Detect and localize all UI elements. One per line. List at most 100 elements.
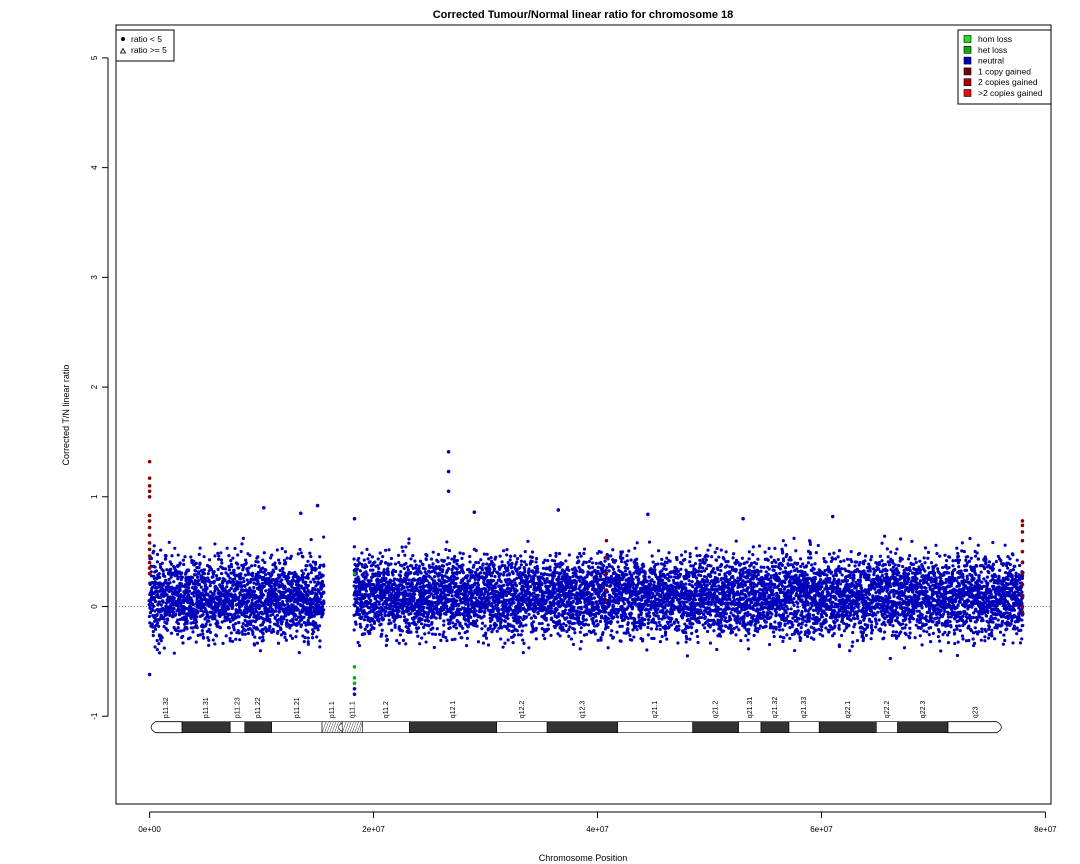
data-point-neutral <box>431 626 435 630</box>
data-point-neutral <box>160 607 164 611</box>
data-point-neutral <box>466 625 470 629</box>
data-point-neutral <box>590 565 595 569</box>
data-point-neutral <box>311 591 315 595</box>
data-point-neutral <box>363 632 367 636</box>
data-point-neutral <box>429 557 434 561</box>
data-point-neutral <box>567 553 571 557</box>
data-point-neutral <box>524 563 529 567</box>
data-point-neutral <box>220 620 224 624</box>
data-point-neutral <box>225 585 229 589</box>
data-point-neutral <box>253 635 257 639</box>
data-point-neutral <box>280 547 284 551</box>
data-point-neutral <box>523 550 527 554</box>
data-point-neutral <box>209 567 214 572</box>
data-point-neutral <box>403 553 407 557</box>
data-point-neutral <box>578 647 582 651</box>
data-point-neutral <box>432 612 436 616</box>
data-point-neutral <box>283 635 287 640</box>
data-point-neutral <box>150 622 154 626</box>
data-point-neutral <box>294 613 298 618</box>
data-point-neutral <box>258 636 262 640</box>
data-point-neutral <box>357 612 362 616</box>
data-point-neutral <box>484 636 489 640</box>
data-point-neutral <box>168 567 172 572</box>
data-point-neutral <box>393 623 397 627</box>
data-point-neutral <box>521 638 525 642</box>
data-point-neutral <box>205 610 209 615</box>
data-point-neutral <box>572 627 576 631</box>
data-point-neutral <box>197 552 201 556</box>
data-point-neutral <box>480 627 484 631</box>
data-point-neutral <box>251 630 255 634</box>
data-point-neutral <box>157 600 162 604</box>
data-point-neutral <box>586 623 591 627</box>
data-point-neutral <box>318 597 322 601</box>
data-point-neutral <box>444 604 449 608</box>
data-point-neutral <box>147 614 152 619</box>
data-point-neutral <box>296 552 300 556</box>
data-point-neutral <box>157 624 161 628</box>
data-point-neutral <box>574 583 578 587</box>
data-point-neutral <box>457 631 462 635</box>
data-point-neutral <box>188 582 192 586</box>
data-point-neutral <box>365 573 369 577</box>
data-point-neutral <box>471 593 475 597</box>
data-point-neutral <box>383 614 387 618</box>
data-point-neutral <box>431 593 435 597</box>
data-point-neutral <box>198 633 202 637</box>
data-point-neutral <box>578 630 582 634</box>
data-point-neutral <box>515 557 520 561</box>
data-point-neutral <box>526 539 530 543</box>
data-point-neutral <box>212 569 216 574</box>
data-point-neutral <box>518 581 522 586</box>
data-point-neutral <box>568 625 572 629</box>
data-point-neutral <box>155 590 159 594</box>
data-point-neutral <box>470 569 474 574</box>
data-point-neutral <box>288 626 292 630</box>
data-point-neutral <box>178 561 182 566</box>
data-point-neutral <box>389 621 393 625</box>
data-point-neutral <box>306 642 311 646</box>
data-point-neutral <box>205 586 209 590</box>
data-point-neutral <box>418 559 423 563</box>
chart-title: Corrected Tumour/Normal linear ratio for… <box>433 9 734 21</box>
data-point-neutral <box>191 603 195 607</box>
data-point-neutral <box>384 634 388 638</box>
data-point-neutral <box>162 646 166 650</box>
data-point-neutral <box>322 563 326 567</box>
data-point-neutral <box>251 574 255 578</box>
data-point-neutral <box>253 563 257 568</box>
data-point-neutral <box>590 592 594 597</box>
data-point-neutral <box>441 564 445 568</box>
data-point-neutral <box>419 622 424 626</box>
data-point-neutral <box>445 540 449 544</box>
data-point-neutral <box>546 559 550 563</box>
data-point-neutral <box>151 585 155 589</box>
data-point-neutral <box>455 599 459 603</box>
data-point-neutral <box>160 636 164 640</box>
data-point-neutral <box>299 623 304 627</box>
data-point-neutral <box>157 575 162 580</box>
data-point-neutral <box>215 601 219 606</box>
data-point-neutral <box>497 626 501 630</box>
data-point-neutral <box>214 634 219 638</box>
data-point-neutral <box>306 576 310 580</box>
data-point-neutral <box>379 571 383 575</box>
data-point-neutral <box>230 639 235 643</box>
data-point-neutral <box>536 611 540 616</box>
data-point-neutral <box>206 572 210 576</box>
data-point-neutral <box>224 600 229 605</box>
data-point-neutral <box>379 634 383 638</box>
data-point-neutral <box>239 585 244 589</box>
data-point-neutral <box>290 623 294 627</box>
data-point-neutral <box>499 572 503 576</box>
data-point-neutral <box>400 629 404 633</box>
data-point-neutral <box>282 571 286 575</box>
data-point-neutral <box>460 556 464 560</box>
data-point-neutral <box>194 561 198 565</box>
data-point-neutral <box>236 562 240 566</box>
data-point-neutral <box>172 651 176 655</box>
data-point-neutral <box>195 575 200 580</box>
data-point-neutral <box>243 628 247 632</box>
